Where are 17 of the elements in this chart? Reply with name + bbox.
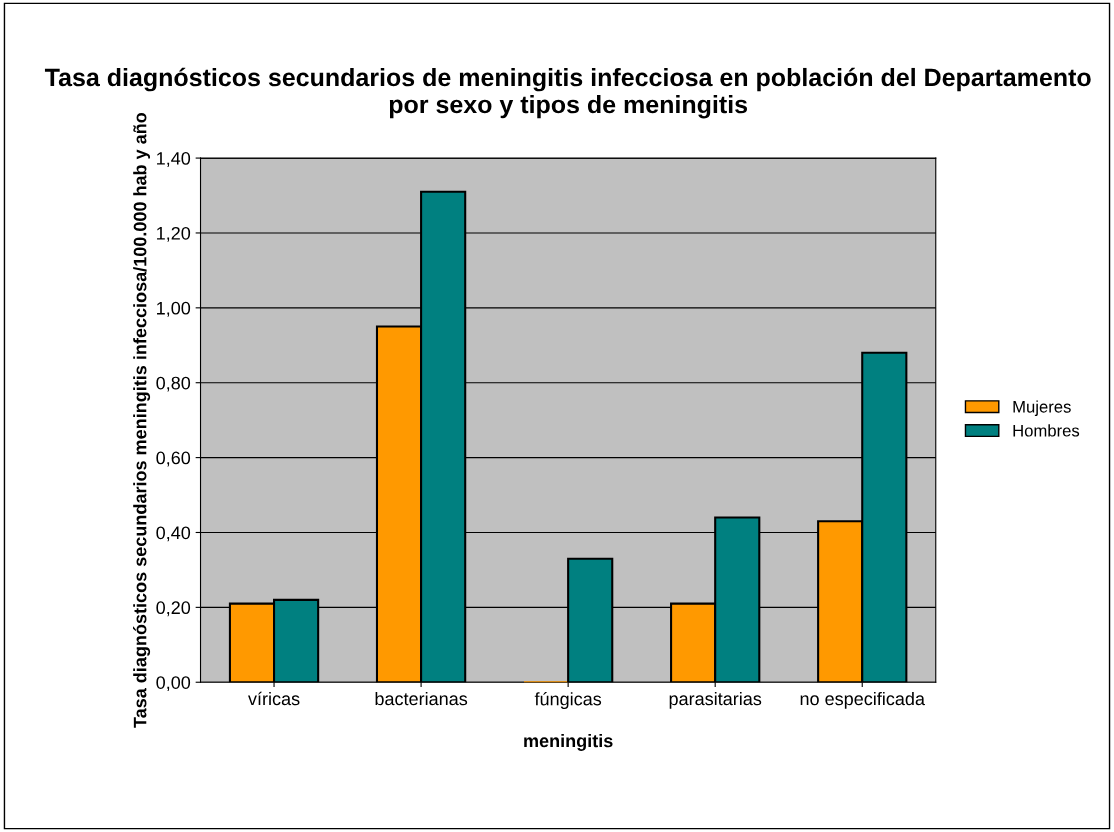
y-axis-title: Tasa diagnósticos secundarios meningitis infecciosa/100.000 hab y año: [133, 112, 151, 728]
x-tick-label: víricas: [248, 691, 300, 706]
legend-label: Mujeres: [1013, 400, 1071, 416]
y-tick-label: 1,00: [157, 301, 191, 317]
y-tick-label: 1,40: [157, 152, 191, 167]
y-tick-label: 0,60: [156, 451, 191, 467]
y-tick-label: 1,20: [157, 226, 191, 242]
legend-label: Hombres: [1013, 424, 1080, 437]
x-tick-label: parasitarias: [669, 691, 762, 709]
y-tick-label: 0,40: [156, 526, 191, 542]
x-tick-label: bacterianas: [375, 691, 468, 706]
x-tick-label: no especificada: [800, 691, 925, 709]
y-tick-label: 0,80: [156, 376, 191, 392]
y-tick-label: 0,00: [156, 676, 191, 692]
y-tick-label: 0,20: [156, 601, 191, 617]
x-tick-label: fúngicas: [534, 691, 602, 710]
x-axis-title: meningitis: [524, 734, 613, 751]
